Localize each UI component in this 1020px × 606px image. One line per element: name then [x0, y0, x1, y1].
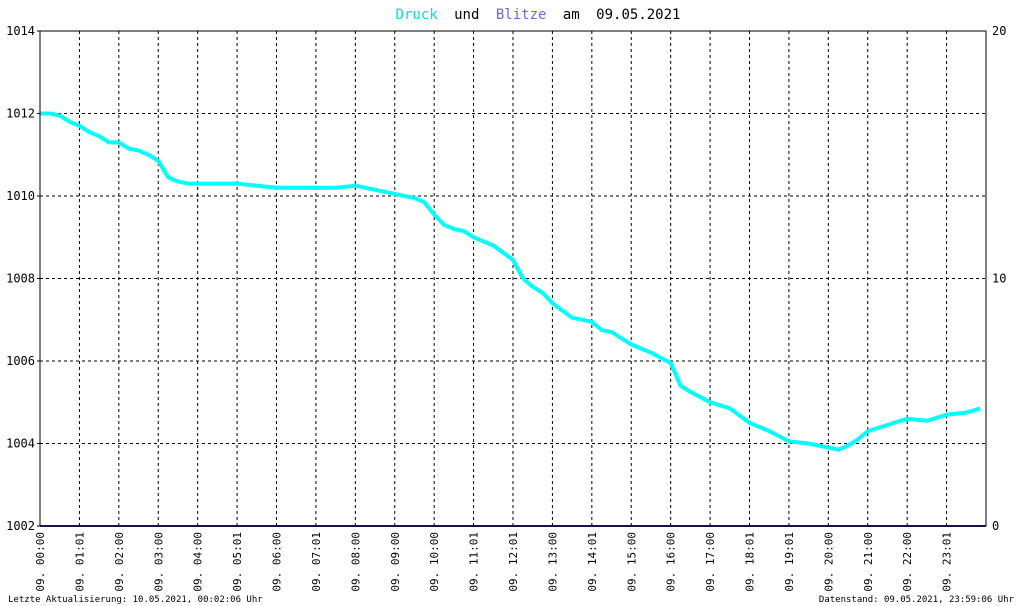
footer-data-status: Datenstand: 09.05.2021, 23:59:06 Uhr: [819, 595, 1015, 605]
title-blitze: Blitze: [496, 7, 547, 23]
x-tick-label: 09. 02:00: [113, 532, 126, 592]
y-tick-label: 1006: [6, 354, 35, 368]
x-axis-ticks: 09. 00:00 09. 01:01 09. 02:00 09. 03:00 09. …: [34, 532, 954, 592]
x-tick-label: 09. 10:00: [428, 532, 441, 592]
x-tick-label: 09. 15:00: [625, 532, 638, 592]
x-tick-label: 09. 18:01: [744, 532, 757, 592]
title-druck: Druck: [396, 7, 439, 23]
x-tick-label: 09. 09:00: [389, 532, 402, 592]
x-tick-label: 09. 05:01: [231, 532, 244, 592]
x-tick-label: 09. 19:01: [783, 532, 796, 592]
y2-tick-label: 20: [992, 24, 1006, 38]
footer-last-update: Letzte Aktualisierung: 10.05.2021, 00:02…: [8, 595, 263, 605]
x-tick-label: 09. 04:00: [192, 532, 205, 592]
chart-title: Druck und Blitze am 09.05.2021: [396, 7, 681, 23]
y-tick-label: 1012: [6, 107, 35, 121]
x-tick-label: 09. 12:01: [507, 532, 520, 592]
x-tick-label: 09. 06:00: [271, 532, 284, 592]
grid-lines: [40, 31, 986, 526]
x-tick-label: 09. 20:00: [822, 532, 835, 592]
y-tick-label: 1010: [6, 189, 35, 203]
title-am: am: [563, 7, 580, 23]
x-tick-label: 09. 07:01: [310, 532, 323, 592]
x-tick-label: 09. 22:00: [901, 532, 914, 592]
y-axis-left-ticks: 1002 1004 1006 1008 1010 1012 1014: [6, 24, 40, 533]
y-tick-label: 1008: [6, 272, 35, 286]
x-tick-label: 09. 03:00: [152, 532, 165, 592]
y-tick-label: 1014: [6, 24, 35, 38]
plot-frame: [39, 30, 987, 527]
y2-tick-label: 0: [992, 519, 999, 533]
x-tick-label: 09. 23:01: [941, 532, 954, 592]
x-tick-label: 09. 16:00: [665, 532, 678, 592]
title-date: 09.05.2021: [596, 7, 680, 23]
x-tick-label: 09. 08:00: [349, 532, 362, 592]
y-tick-label: 1002: [6, 519, 35, 533]
x-tick-label: 09. 21:00: [862, 532, 875, 592]
y-tick-label: 1004: [6, 437, 35, 451]
title-und: und: [454, 7, 479, 23]
y-axis-right-ticks: 0 10 20: [992, 24, 1006, 533]
x-tick-label: 09. 13:00: [546, 532, 559, 592]
y2-tick-label: 10: [992, 272, 1006, 286]
series-line-druck: [40, 111, 981, 452]
x-tick-label: 09. 00:00: [34, 532, 47, 592]
x-tick-label: 09. 17:00: [704, 532, 717, 592]
x-tick-label: 09. 01:01: [73, 532, 86, 592]
x-tick-label: 09. 14:01: [586, 532, 599, 592]
x-tick-label: 09. 11:01: [468, 532, 481, 592]
